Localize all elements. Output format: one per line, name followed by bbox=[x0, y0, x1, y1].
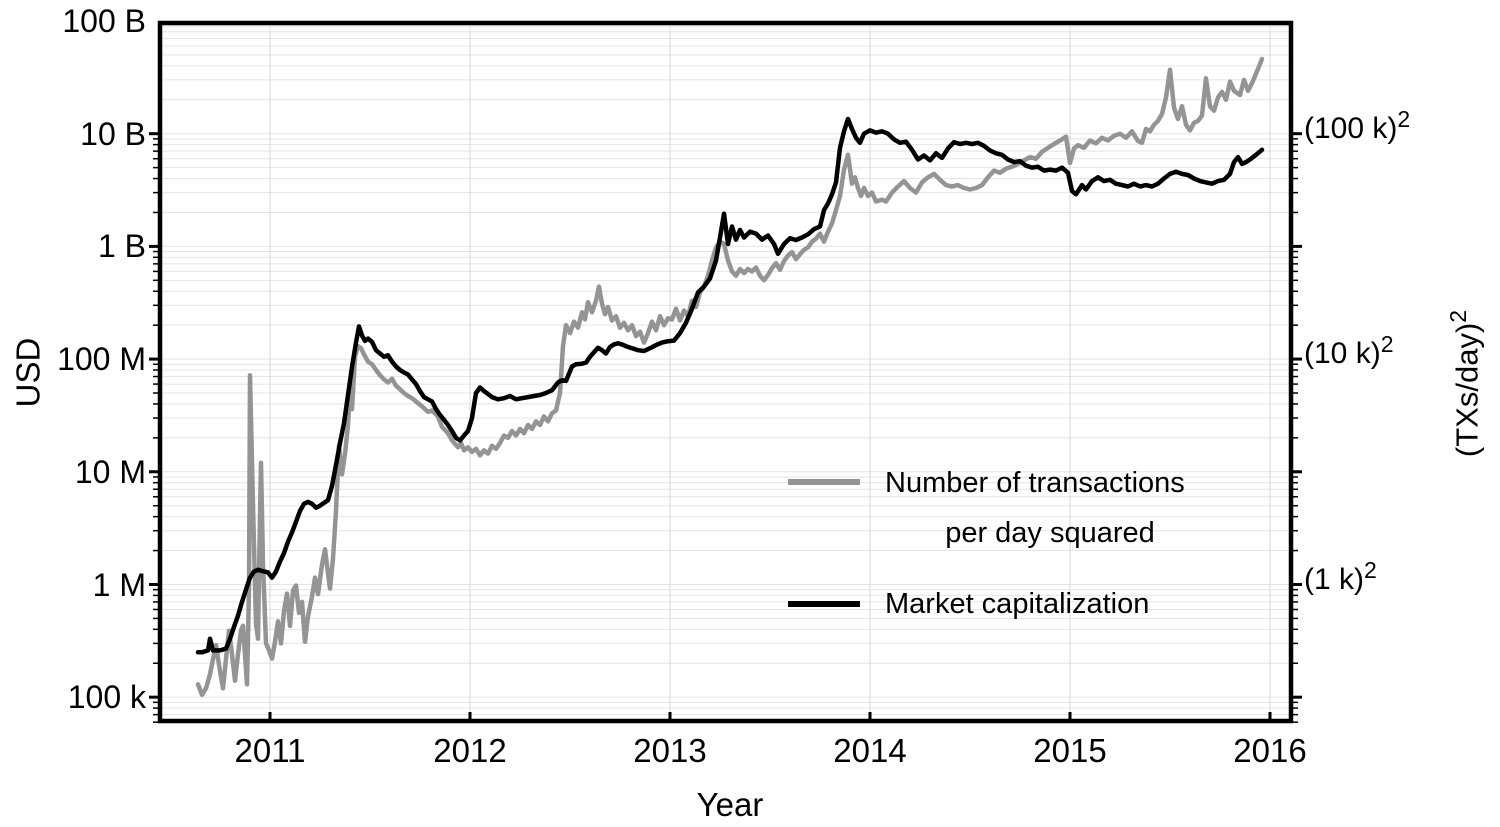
y-axis-left-tick-label: 100 B bbox=[62, 3, 146, 39]
right-tick-sup: 2 bbox=[1364, 557, 1377, 583]
gridlines bbox=[158, 21, 1293, 723]
plot-frame bbox=[157, 20, 1294, 724]
y-axis-right-title: (TXs/day)2 bbox=[1445, 274, 1485, 494]
right-title-base: (TXs/day) bbox=[1449, 322, 1485, 458]
series bbox=[195, 56, 1265, 698]
y-axis-left-tick-label: 10 B bbox=[80, 116, 146, 152]
y-axis-right-tick-label: (1 k)2 bbox=[1304, 559, 1377, 597]
y-axis-left-tick-label: 1 M bbox=[92, 567, 146, 603]
axis-ticks bbox=[149, 132, 1302, 723]
legend-swatch-transactions bbox=[788, 479, 860, 485]
series-line-transactions bbox=[195, 56, 1265, 698]
x-axis-title: Year bbox=[696, 786, 764, 823]
y-axis-left-tick-label: 100 k bbox=[67, 679, 146, 715]
y-axis-left-tick-label: 100 M bbox=[57, 341, 146, 377]
x-axis-tick-label: 2013 bbox=[633, 732, 707, 769]
right-title-sup: 2 bbox=[1445, 309, 1472, 323]
right-tick-base: (10 k) bbox=[1304, 337, 1381, 370]
x-axis-tick-label: 2011 bbox=[234, 732, 306, 769]
legend-label-marketcap: Market capitalization bbox=[885, 588, 1150, 620]
x-axis-tick-label: 2012 bbox=[433, 732, 507, 769]
legend-swatch-marketcap bbox=[788, 601, 860, 607]
right-tick-sup: 2 bbox=[1397, 106, 1411, 132]
legend-label-transactions-line2: per day squared bbox=[945, 517, 1155, 549]
x-axis-tick-label: 2015 bbox=[1033, 732, 1107, 769]
x-axis-tick-label: 2016 bbox=[1233, 732, 1307, 769]
y-axis-left-tick-label: 1 B bbox=[97, 228, 146, 264]
right-tick-base: (100 k) bbox=[1304, 112, 1398, 145]
y-axis-left-title: USD bbox=[9, 337, 47, 408]
y-axis-left-tick-label: 10 M bbox=[74, 454, 146, 490]
series-line-marketcap bbox=[195, 116, 1265, 655]
legend-label-transactions-line1: Number of transactions bbox=[885, 467, 1185, 499]
y-axis-right-tick-label: (10 k)2 bbox=[1304, 333, 1393, 371]
right-tick-base: (1 k) bbox=[1304, 563, 1364, 596]
x-axis-tick-label: 2014 bbox=[833, 732, 907, 769]
y-axis-right-tick-label: (100 k)2 bbox=[1304, 108, 1410, 146]
right-tick-sup: 2 bbox=[1380, 331, 1394, 357]
